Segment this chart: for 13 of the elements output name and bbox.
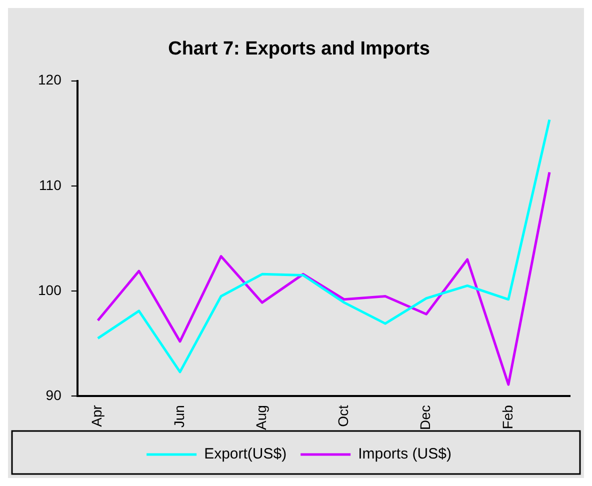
x-tick-label: Aug	[252, 405, 269, 430]
y-tick-label: 110	[39, 176, 62, 193]
x-tick-label: Feb	[499, 404, 516, 430]
y-tick-label: 100	[38, 282, 62, 298]
x-tick-label: Dec	[417, 405, 434, 430]
legend-label: Imports (US$)	[358, 446, 452, 463]
y-tick-label: 90	[46, 386, 62, 403]
y-tick-label: 120	[38, 72, 62, 88]
x-tick-label: Oct	[335, 404, 352, 427]
chart-title: Chart 7: Exports and Imports	[168, 38, 430, 60]
legend-label: Export(US$)	[204, 446, 287, 463]
x-tick-label: Jun	[170, 405, 187, 428]
x-tick-label: Apr	[88, 404, 105, 427]
